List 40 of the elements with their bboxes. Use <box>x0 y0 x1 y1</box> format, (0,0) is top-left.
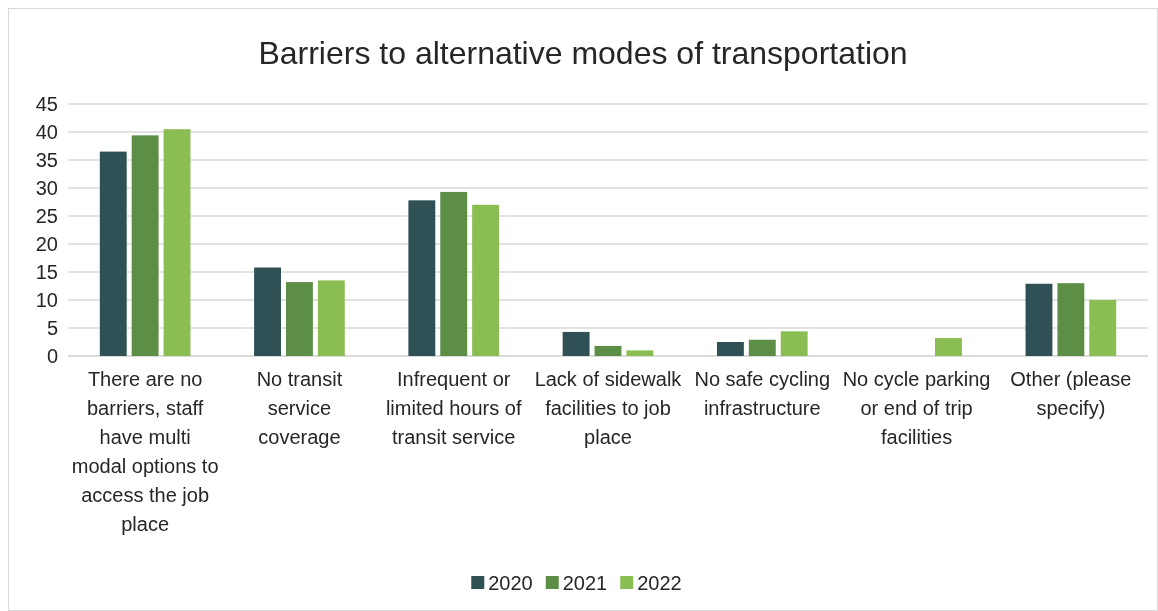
y-tick-label: 25 <box>35 205 58 227</box>
x-tick-label: No cycle parking or end of trip facilities <box>842 368 991 448</box>
bar <box>408 200 436 356</box>
y-tick-label: 45 <box>35 93 58 115</box>
bar <box>748 339 776 356</box>
y-tick-label: 30 <box>35 177 58 199</box>
bar <box>131 135 159 356</box>
bar <box>317 280 345 356</box>
bar <box>1025 283 1053 356</box>
bar <box>626 350 654 356</box>
bar <box>99 151 127 356</box>
bar <box>472 204 500 356</box>
bar <box>163 129 191 356</box>
y-tick-label: 0 <box>46 345 58 367</box>
x-tick-label: No safe cycling infrastructure <box>694 368 831 419</box>
y-tick-label: 15 <box>35 261 58 283</box>
legend-label: 2021 <box>562 572 608 594</box>
bar <box>285 282 313 356</box>
bar <box>935 338 962 356</box>
x-tick-label: No transit service coverage <box>256 368 343 448</box>
y-tick-label: 5 <box>46 317 58 339</box>
bar <box>716 342 744 356</box>
bar <box>1089 300 1117 356</box>
x-tick-label: Other (please specify) <box>1010 368 1132 419</box>
y-tick-label: 20 <box>35 233 58 255</box>
bar <box>594 345 622 356</box>
y-tick-label: 10 <box>35 289 58 311</box>
bar <box>780 331 808 356</box>
bar <box>1057 283 1085 356</box>
bar <box>562 331 590 356</box>
x-tick-label: Infrequent or limited hours of transit service <box>385 368 522 448</box>
x-tick-label: There are no barriers, staff have multi modal options to access the job place <box>71 368 219 535</box>
legend-label: 2020 <box>488 572 533 594</box>
chart-title: Barriers to alternative modes of transportation <box>258 35 908 71</box>
legend-label: 2022 <box>637 572 682 594</box>
y-tick-label: 35 <box>35 149 58 171</box>
bar <box>254 267 281 356</box>
y-tick-label: 40 <box>35 121 58 143</box>
bar <box>440 191 468 356</box>
x-tick-label: Lack of sidewalk facilities to job place <box>534 368 683 448</box>
